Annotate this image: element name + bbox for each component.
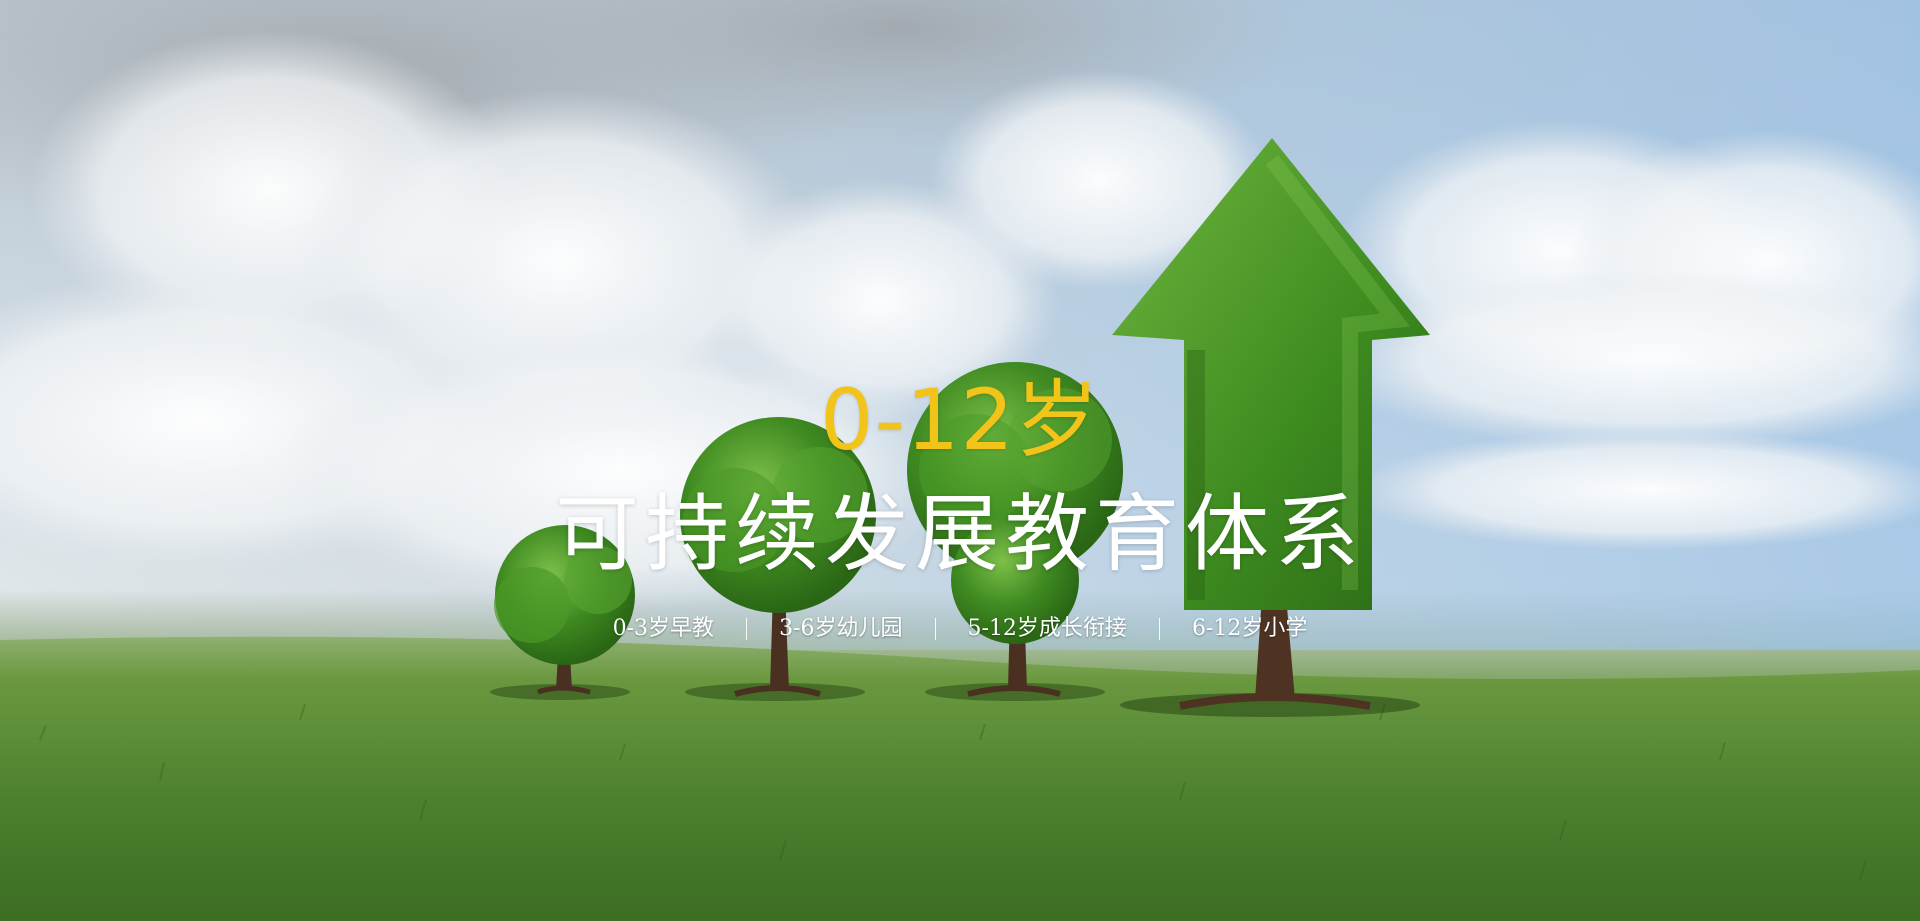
tree-medium (680, 417, 876, 697)
stage-0-3-early-education[interactable]: 0-3岁早教 (612, 616, 715, 641)
stage-3-6-kindergarten[interactable]: 3-6岁幼儿园 (779, 616, 903, 641)
hero-stage-list: 0-3岁早教 3-6岁幼儿园 5-12岁成长衔接 6-12岁小学 (0, 618, 1920, 640)
stage-divider (746, 618, 748, 640)
stage-5-12-transition[interactable]: 5-12岁成长衔接 (967, 616, 1127, 641)
tree-small (494, 525, 635, 695)
tree-arrow (1112, 138, 1430, 710)
hero-age-range: 0-12岁 (820, 371, 1100, 469)
stage-divider (934, 618, 936, 640)
stage-6-12-primary-school[interactable]: 6-12岁小学 (1191, 616, 1308, 641)
tree-large (907, 362, 1123, 697)
hero-headline: 可持续发展教育体系 (554, 485, 1365, 583)
stage-divider (1158, 618, 1160, 640)
